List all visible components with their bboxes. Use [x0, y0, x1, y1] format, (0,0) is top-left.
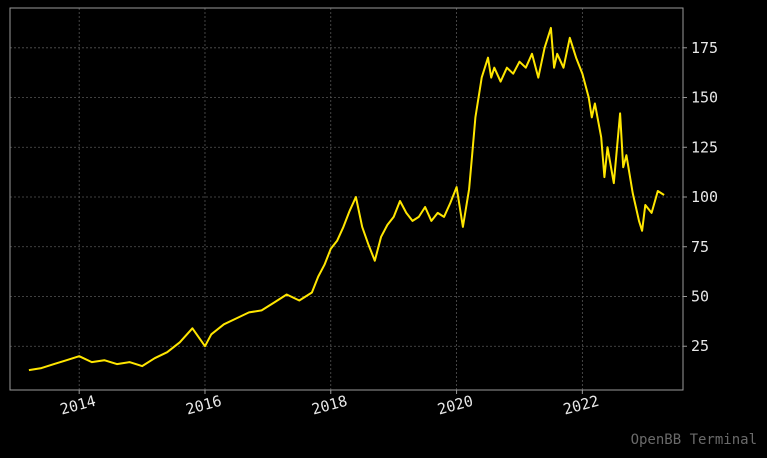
y-tick-label: 175: [691, 39, 718, 57]
x-tick-label: 2016: [184, 392, 224, 419]
y-tick-label: 25: [691, 337, 709, 355]
plot-frame: [9, 7, 684, 391]
y-tick-label: 125: [691, 138, 718, 156]
watermark-text: OpenBB Terminal: [630, 432, 757, 448]
x-tick-label: 2018: [310, 392, 350, 419]
x-tick-label: 2022: [561, 392, 601, 419]
y-gridlines: [10, 47, 683, 347]
series-group: [28, 26, 665, 372]
y-tick-label: 50: [691, 287, 709, 305]
price-line: [28, 26, 665, 372]
x-tick-label: 2014: [58, 392, 98, 419]
y-axis-ticks: 25 50 75 100 125 150 175: [683, 39, 718, 355]
y-tick-label: 100: [691, 188, 718, 206]
y-tick-label: 75: [691, 238, 709, 256]
plot-background: [10, 8, 683, 390]
x-tick-label: 2020: [435, 392, 475, 419]
x-axis-ticks: 2014 2016 2018 2020 2022: [58, 390, 601, 419]
y-tick-label: 150: [691, 89, 718, 107]
